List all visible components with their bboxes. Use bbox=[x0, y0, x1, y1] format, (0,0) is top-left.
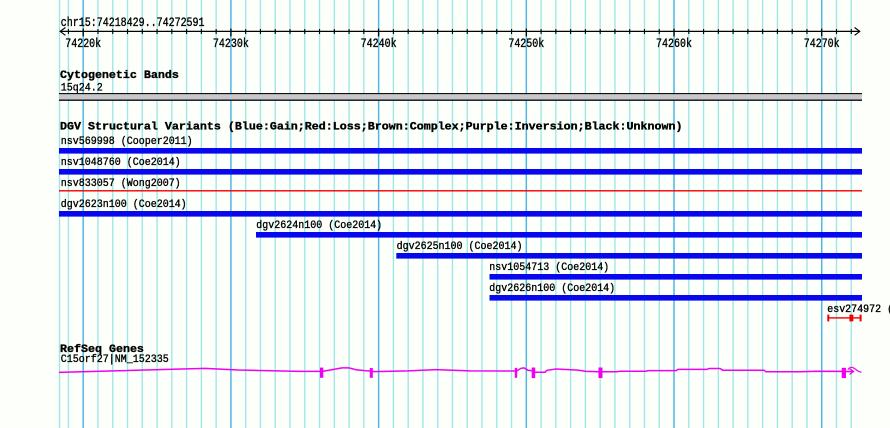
svg-text:chr15:74218429..74272591: chr15:74218429..74272591 bbox=[61, 17, 205, 30]
svg-text:74270k: 74270k bbox=[804, 38, 840, 51]
svg-text:RefSeq Genes: RefSeq Genes bbox=[60, 344, 144, 356]
svg-text:74230k: 74230k bbox=[213, 38, 249, 51]
svg-text:74260k: 74260k bbox=[656, 38, 692, 51]
svg-text:74220k: 74220k bbox=[65, 38, 101, 51]
svg-text:dgv2625n100 (Coe2014): dgv2625n100 (Coe2014) bbox=[397, 240, 523, 253]
svg-text:C15orf27|NM_152335: C15orf27|NM_152335 bbox=[61, 354, 169, 367]
svg-text:nsv833057 (Wong2007): nsv833057 (Wong2007) bbox=[61, 177, 181, 190]
svg-text:74240k: 74240k bbox=[361, 38, 397, 51]
svg-text:dgv2626n100 (Coe2014): dgv2626n100 (Coe2014) bbox=[489, 282, 615, 295]
svg-text:dgv2623n100 (Coe2014): dgv2623n100 (Coe2014) bbox=[61, 198, 187, 211]
svg-text:DGV Structural Variants (Blue:: DGV Structural Variants (Blue:Gain;Red:L… bbox=[60, 122, 683, 134]
svg-text:74250k: 74250k bbox=[508, 38, 544, 51]
svg-text:dgv2624n100 (Coe2014): dgv2624n100 (Coe2014) bbox=[256, 219, 382, 232]
svg-text:nsv1054713 (Coe2014): nsv1054713 (Coe2014) bbox=[489, 261, 609, 274]
svg-text:esv274972 (e: esv274972 (e bbox=[827, 303, 890, 316]
svg-text:nsv569998 (Cooper2011): nsv569998 (Cooper2011) bbox=[61, 135, 193, 148]
svg-text:nsv1048760 (Coe2014): nsv1048760 (Coe2014) bbox=[61, 156, 181, 169]
svg-text:Cytogenetic Bands: Cytogenetic Bands bbox=[60, 69, 179, 82]
svg-text:15q24.2: 15q24.2 bbox=[61, 82, 103, 95]
